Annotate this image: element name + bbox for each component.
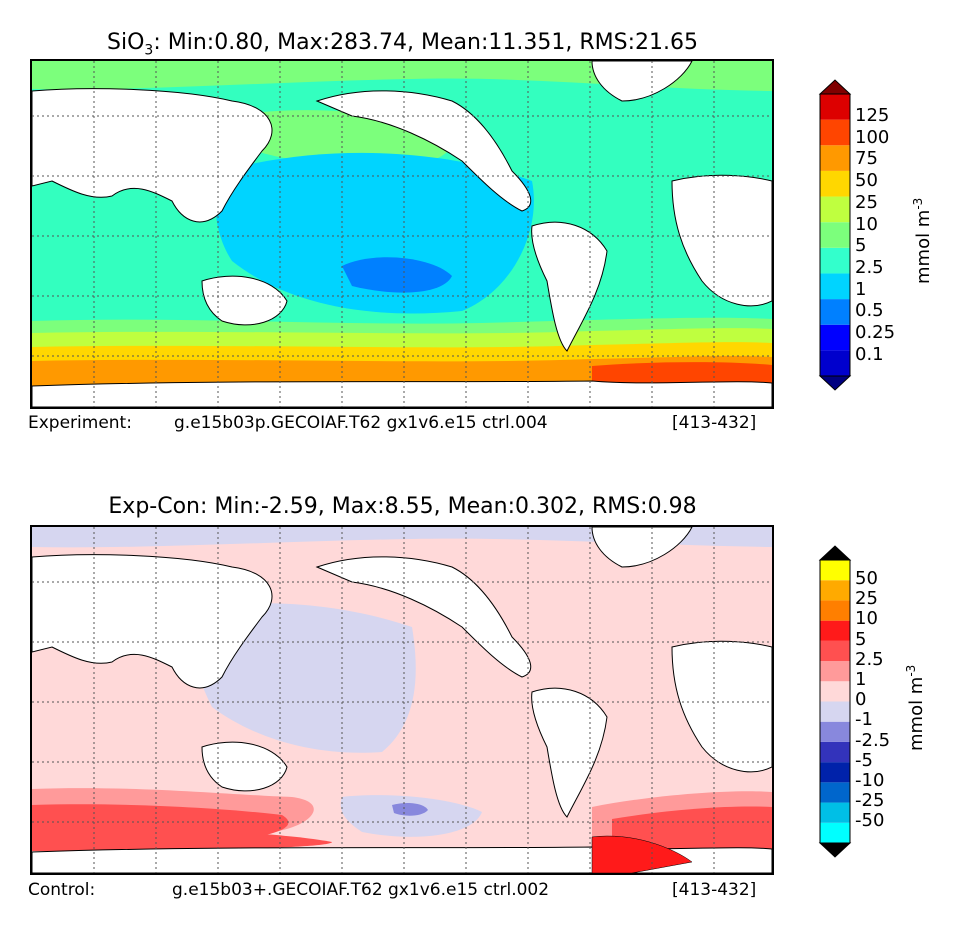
top-colorbar-segment [820, 299, 850, 325]
top-title-variable: SiO [107, 30, 145, 55]
top-unit-text: mmol m [913, 209, 934, 284]
bottom-colorbar-segment [820, 681, 850, 702]
bottom-colorbar-tick-label: 10 [855, 608, 878, 630]
top-colorbar-segment [820, 247, 850, 274]
top-colorbar-segment [820, 222, 850, 248]
top-colorbar-tick-label: 25 [855, 191, 878, 213]
bottom-colorbar-tick-label: -2.5 [855, 729, 891, 751]
top-colorbar-segment [820, 196, 850, 223]
bottom-colorbar-unit-label: mmol m-3 [904, 656, 927, 751]
bottom-colorbar-tick-label: 2.5 [855, 648, 884, 670]
bottom-colorbar-segment [820, 661, 850, 682]
top-colorbar-tick-label: 75 [855, 148, 878, 170]
bottom-colorbar-segment [820, 600, 850, 621]
bottom-colorbar-tick-label: -1 [855, 709, 873, 731]
top-colorbar-tick-label: 50 [855, 170, 878, 192]
bottom-colorbar-tick-label: 25 [855, 588, 878, 610]
top-colorbar-tick-label: 0.25 [855, 322, 896, 343]
top-colorbar-tick-label: 1 [855, 278, 867, 300]
top-title-stats: : Min:0.80, Max:283.74, Mean:11.351, RMS… [153, 30, 698, 55]
top-colorbar-unit-label: mmol m-3 [911, 189, 934, 284]
bottom-unit-exponent: -3 [904, 664, 918, 677]
bottom-colorbar-segment [820, 762, 850, 783]
top-colorbar-tick-label: 2.5 [855, 256, 884, 278]
top-colorbar-extend-high [818, 79, 852, 95]
top-colorbar-tick-label: 0.5 [855, 300, 884, 322]
bottom-colorbar-segment [820, 782, 850, 803]
top-map [30, 59, 774, 409]
bottom-colorbar-tick-label: 50 [855, 568, 878, 589]
bottom-colorbar-tick-label: -25 [855, 790, 885, 812]
top-experiment-years: [413-432] [672, 413, 757, 433]
bottom-map [30, 525, 774, 875]
bottom-colorbar-segment [820, 640, 850, 662]
top-colorbar-segment [820, 170, 850, 197]
bottom-colorbar-tick-label: -5 [855, 749, 873, 771]
top-colorbar-segment [820, 145, 850, 171]
top-colorbar-segment [820, 324, 850, 351]
top-colorbar-tick-label: 5 [855, 235, 867, 257]
top-colorbar-tick-label: 100 [855, 126, 890, 148]
top-colorbar-segment [820, 94, 850, 120]
top-colorbar-frame [819, 93, 851, 377]
bottom-control-case: g.e15b03+.GECOIAF.T62 gx1v6.e15 ctrl.002 [172, 880, 550, 900]
top-colorbar-segment [820, 119, 850, 146]
bottom-unit-text: mmol m [906, 676, 927, 751]
bottom-colorbar-tick-label: 0 [855, 689, 867, 711]
bottom-control-label: Control: [28, 880, 96, 900]
bottom-control-years: [413-432] [672, 880, 757, 900]
bottom-map-title: Exp-Con: Min:-2.59, Max:8.55, Mean:0.302… [108, 494, 697, 519]
bottom-colorbar-segment [820, 560, 850, 581]
bottom-colorbar-extend-high [818, 545, 852, 561]
top-colorbar-tick-label: 125 [855, 105, 890, 126]
top-experiment-label: Experiment: [28, 413, 132, 433]
top-map-title: SiO3: Min:0.80, Max:283.74, Mean:11.351,… [30, 30, 775, 58]
bottom-colorbar-extend-low [818, 842, 852, 858]
bottom-colorbar-tick-label: -10 [855, 770, 885, 791]
bottom-colorbar-tick-label: 1 [855, 669, 867, 690]
bottom-colorbar-frame [819, 559, 851, 844]
top-experiment-case: g.e15b03p.GECOIAF.T62 gx1v6.e15 ctrl.004 [174, 413, 548, 433]
bottom-colorbar-segment [820, 580, 850, 601]
bottom-colorbar-segment [820, 701, 850, 722]
top-colorbar-graphic [818, 79, 852, 391]
bottom-colorbar-graphic [818, 545, 852, 858]
bottom-colorbar-tick-label: 5 [855, 628, 867, 650]
bottom-colorbar [818, 545, 852, 858]
top-colorbar-tick-label: 10 [855, 213, 878, 235]
bottom-map-graphic [32, 527, 772, 873]
bottom-colorbar-tick-label: -50 [855, 810, 885, 832]
bottom-colorbar-segment [820, 741, 850, 763]
bottom-colorbar-segment [820, 822, 850, 843]
top-colorbar [818, 79, 852, 391]
top-colorbar-tick-label: 0.1 [855, 343, 884, 365]
top-map-graphic [32, 61, 772, 407]
top-title-subscript: 3 [144, 42, 154, 59]
top-colorbar-segment [820, 350, 850, 376]
top-colorbar-segment [820, 273, 850, 300]
top-colorbar-extend-low [818, 375, 852, 391]
bottom-colorbar-segment [820, 620, 850, 641]
bottom-colorbar-segment [820, 802, 850, 823]
bottom-colorbar-segment [820, 721, 850, 742]
top-unit-exponent: -3 [911, 197, 925, 210]
